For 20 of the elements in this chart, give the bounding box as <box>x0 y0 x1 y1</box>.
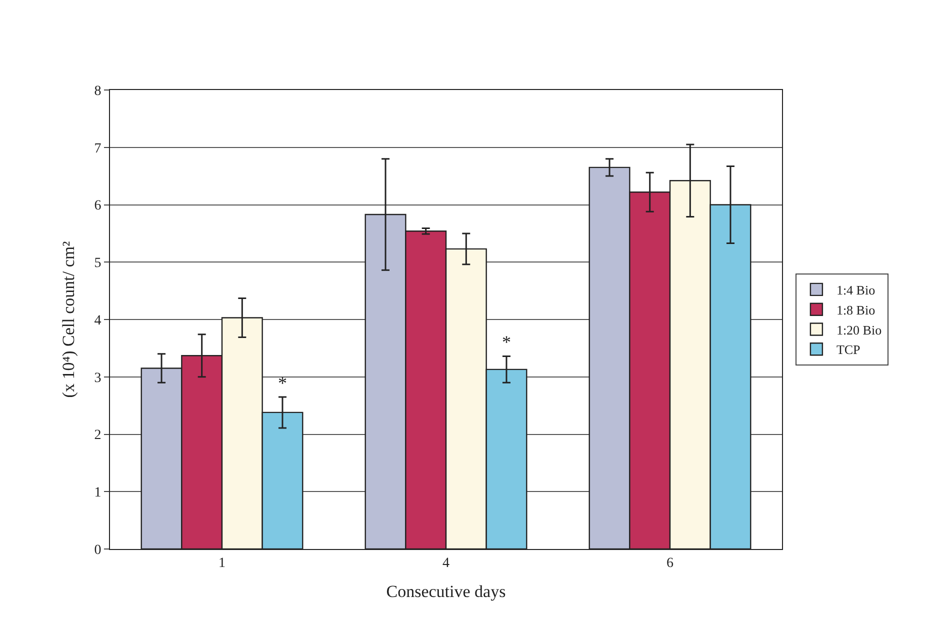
legend-label: TCP <box>836 342 860 358</box>
y-axis-title: (x 10⁴) Cell count/ cm² <box>58 241 78 398</box>
y-tick-label: 6 <box>94 198 102 214</box>
annotation: * <box>278 373 287 393</box>
y-tick-label: 2 <box>94 428 102 444</box>
y-tick-label: 1 <box>94 486 102 501</box>
y-tick-label: 0 <box>94 542 102 558</box>
y-tick-label: 5 <box>94 256 102 272</box>
legend-label: 1:8 Bio <box>836 302 876 318</box>
x-tick-label: 4 <box>442 556 450 571</box>
annotation: * <box>502 332 511 352</box>
x-tick-label: 1 <box>218 556 226 571</box>
y-tick-label: 7 <box>94 141 102 156</box>
y-tick-label: 3 <box>94 370 102 386</box>
x-tick-label: 6 <box>666 556 674 571</box>
legend-label: 1:4 Bio <box>836 282 876 298</box>
y-tick-label: 8 <box>94 84 102 99</box>
legend-label: 1:20 Bio <box>836 322 882 338</box>
x-axis-title: Consecutive days <box>386 582 506 602</box>
y-tick-label: 4 <box>94 313 102 328</box>
